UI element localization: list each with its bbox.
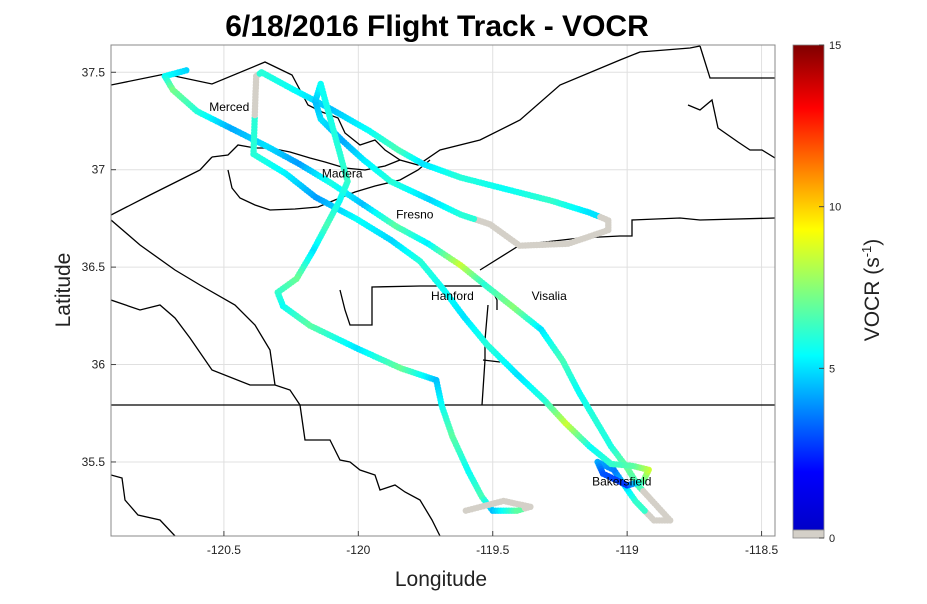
colorbar-ticks: 0 5 10 15 [819, 40, 841, 545]
y-tick-label: 37 [92, 163, 106, 177]
colorbar [792, 44, 825, 531]
county-boundary-kern-hanford [482, 359, 501, 363]
county-boundary-kings-tulare [481, 304, 489, 406]
x-tick-label: -118.5 [745, 543, 778, 557]
county-boundary-slo [299, 404, 441, 536]
y-tick-label: 36.5 [82, 260, 106, 274]
city-label: Merced [209, 100, 249, 114]
colorbar-tick-label: 0 [829, 533, 835, 545]
county-boundary-merced-west [111, 156, 213, 216]
x-tick-label: -120 [346, 543, 370, 557]
axis-ticks: -120.5 -120 -119.5 -119 -118.5 35.5 36 36.5 37 37… [82, 65, 779, 557]
colorbar-label: VOCR (s-1) [859, 239, 884, 342]
city-label: Visalia [532, 289, 567, 303]
x-axis-label: Longitude [395, 568, 487, 591]
y-axis-label: Latitude [52, 253, 75, 328]
city-labels: Merced Madera Fresno Hanford Visalia Bakersfi… [209, 100, 651, 488]
colorbar-tick-label: 5 [829, 363, 835, 375]
colorbar-tick-label: 10 [829, 202, 841, 214]
flight-track [161, 67, 674, 524]
city-label: Madera [322, 166, 363, 180]
county-boundary-monterey [111, 299, 301, 406]
colorbar-label-superscript: -1 [859, 246, 874, 258]
colorbar-label-close: ) [861, 239, 884, 246]
colorbar-no-data-swatch [792, 529, 825, 539]
plot-frame [110, 44, 776, 537]
y-tick-label: 35.5 [82, 455, 106, 469]
x-tick-label: -120.5 [207, 543, 241, 557]
y-tick-label: 36 [92, 358, 106, 372]
x-tick-label: -119.5 [476, 543, 509, 557]
county-boundary-madera-north [211, 144, 401, 171]
chart-title: 6/18/2016 Flight Track - VOCR [225, 10, 649, 43]
city-label: Bakersfield [592, 474, 651, 488]
county-boundary-east-2 [687, 98, 775, 159]
colorbar-tick-label: 15 [829, 40, 841, 52]
track-point [462, 507, 470, 514]
city-label: Hanford [431, 289, 474, 303]
county-boundary-fresno-west [111, 219, 276, 386]
county-boundary-ca-east [321, 45, 701, 166]
county-boundary-east-1 [699, 45, 775, 79]
x-tick-label: -119 [616, 543, 639, 557]
y-tick-label: 37.5 [82, 65, 106, 79]
county-boundary-coast [111, 474, 176, 536]
colorbar-label-main: VOCR (s [861, 257, 884, 341]
city-label: Fresno [396, 207, 434, 221]
county-boundary-madera-fresno [227, 159, 431, 211]
